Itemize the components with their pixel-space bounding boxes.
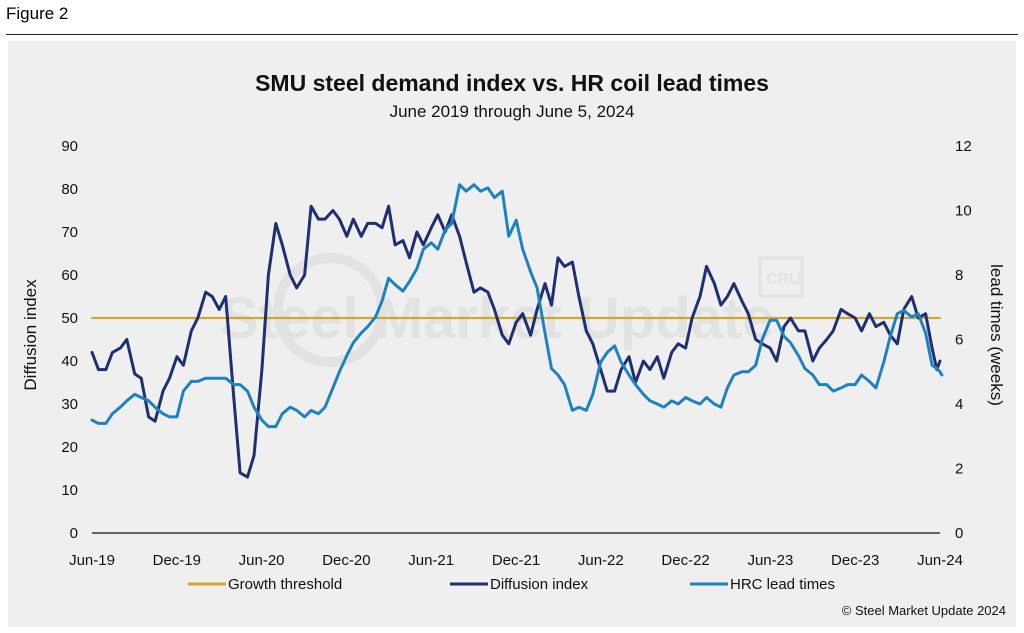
y2-tick-label: 10: [955, 203, 972, 220]
x-tick-label: Dec-22: [661, 552, 709, 569]
legend-label: Diffusion index: [490, 576, 589, 593]
y2-tick-label: 12: [955, 138, 972, 155]
watermark-ring: [273, 253, 387, 367]
x-tick-label: Jun-23: [747, 552, 793, 569]
y-axis-label: Diffusion index: [21, 279, 40, 391]
legend-label: Growth threshold: [228, 576, 342, 593]
x-tick-label: Dec-19: [153, 552, 201, 569]
x-tick-label: Dec-20: [322, 552, 370, 569]
x-tick-label: Dec-23: [831, 552, 879, 569]
y-tick-label: 80: [61, 181, 78, 198]
series-line-hrc-lead-times: [90, 183, 944, 429]
x-tick-label: Dec-21: [492, 552, 540, 569]
x-tick-label: Jun-21: [408, 552, 454, 569]
chart-subtitle: June 2019 through June 5, 2024: [390, 102, 635, 121]
x-tick-label: Jun-24: [917, 552, 963, 569]
y2-tick-label: 0: [955, 525, 963, 542]
watermark-logo: Steel Market Update CRU: [220, 253, 804, 367]
y-tick-label: 60: [61, 267, 78, 284]
figure-label: Figure 2: [6, 4, 69, 23]
legend: Growth threshold Diffusion index HRC lead …: [188, 576, 835, 593]
x-tick-label: Jun-22: [578, 552, 624, 569]
y-tick-label: 50: [61, 310, 78, 327]
y-tick-label: 30: [61, 396, 78, 413]
figure-rule: [6, 34, 1018, 35]
y-tick-label: 70: [61, 224, 78, 241]
y-tick-label: 40: [61, 353, 78, 370]
x-tick-label: Jun-19: [69, 552, 115, 569]
y2-tick-label: 4: [955, 396, 963, 413]
series-line-diffusion-index: [90, 204, 942, 479]
y-axis-right: 0 2 4 6 8 10 12: [955, 138, 972, 542]
copyright-text: © Steel Market Update 2024: [842, 603, 1006, 618]
y-tick-label: 0: [70, 525, 78, 542]
x-axis: Jun-19 Dec-19 Jun-20 Dec-20 Jun-21 Dec-21 Jun-…: [69, 552, 963, 569]
x-tick-label: Jun-20: [239, 552, 285, 569]
y-tick-label: 90: [61, 138, 78, 155]
y2-tick-label: 2: [955, 461, 963, 478]
legend-label: HRC lead times: [730, 576, 835, 593]
chart-title: SMU steel demand index vs. HR coil lead …: [255, 70, 769, 96]
watermark-badge: [758, 256, 804, 298]
watermark-badge-text: CRU: [766, 271, 801, 288]
y2-tick-label: 6: [955, 332, 963, 349]
y-tick-label: 10: [61, 482, 78, 499]
y2-axis-label: lead times (weeks): [987, 264, 1006, 406]
y-axis-left: 0 10 20 30 40 50 60 70 80 90: [61, 138, 78, 542]
series-layer: [90, 183, 944, 479]
y2-tick-label: 8: [955, 267, 963, 284]
y-tick-label: 20: [61, 439, 78, 456]
